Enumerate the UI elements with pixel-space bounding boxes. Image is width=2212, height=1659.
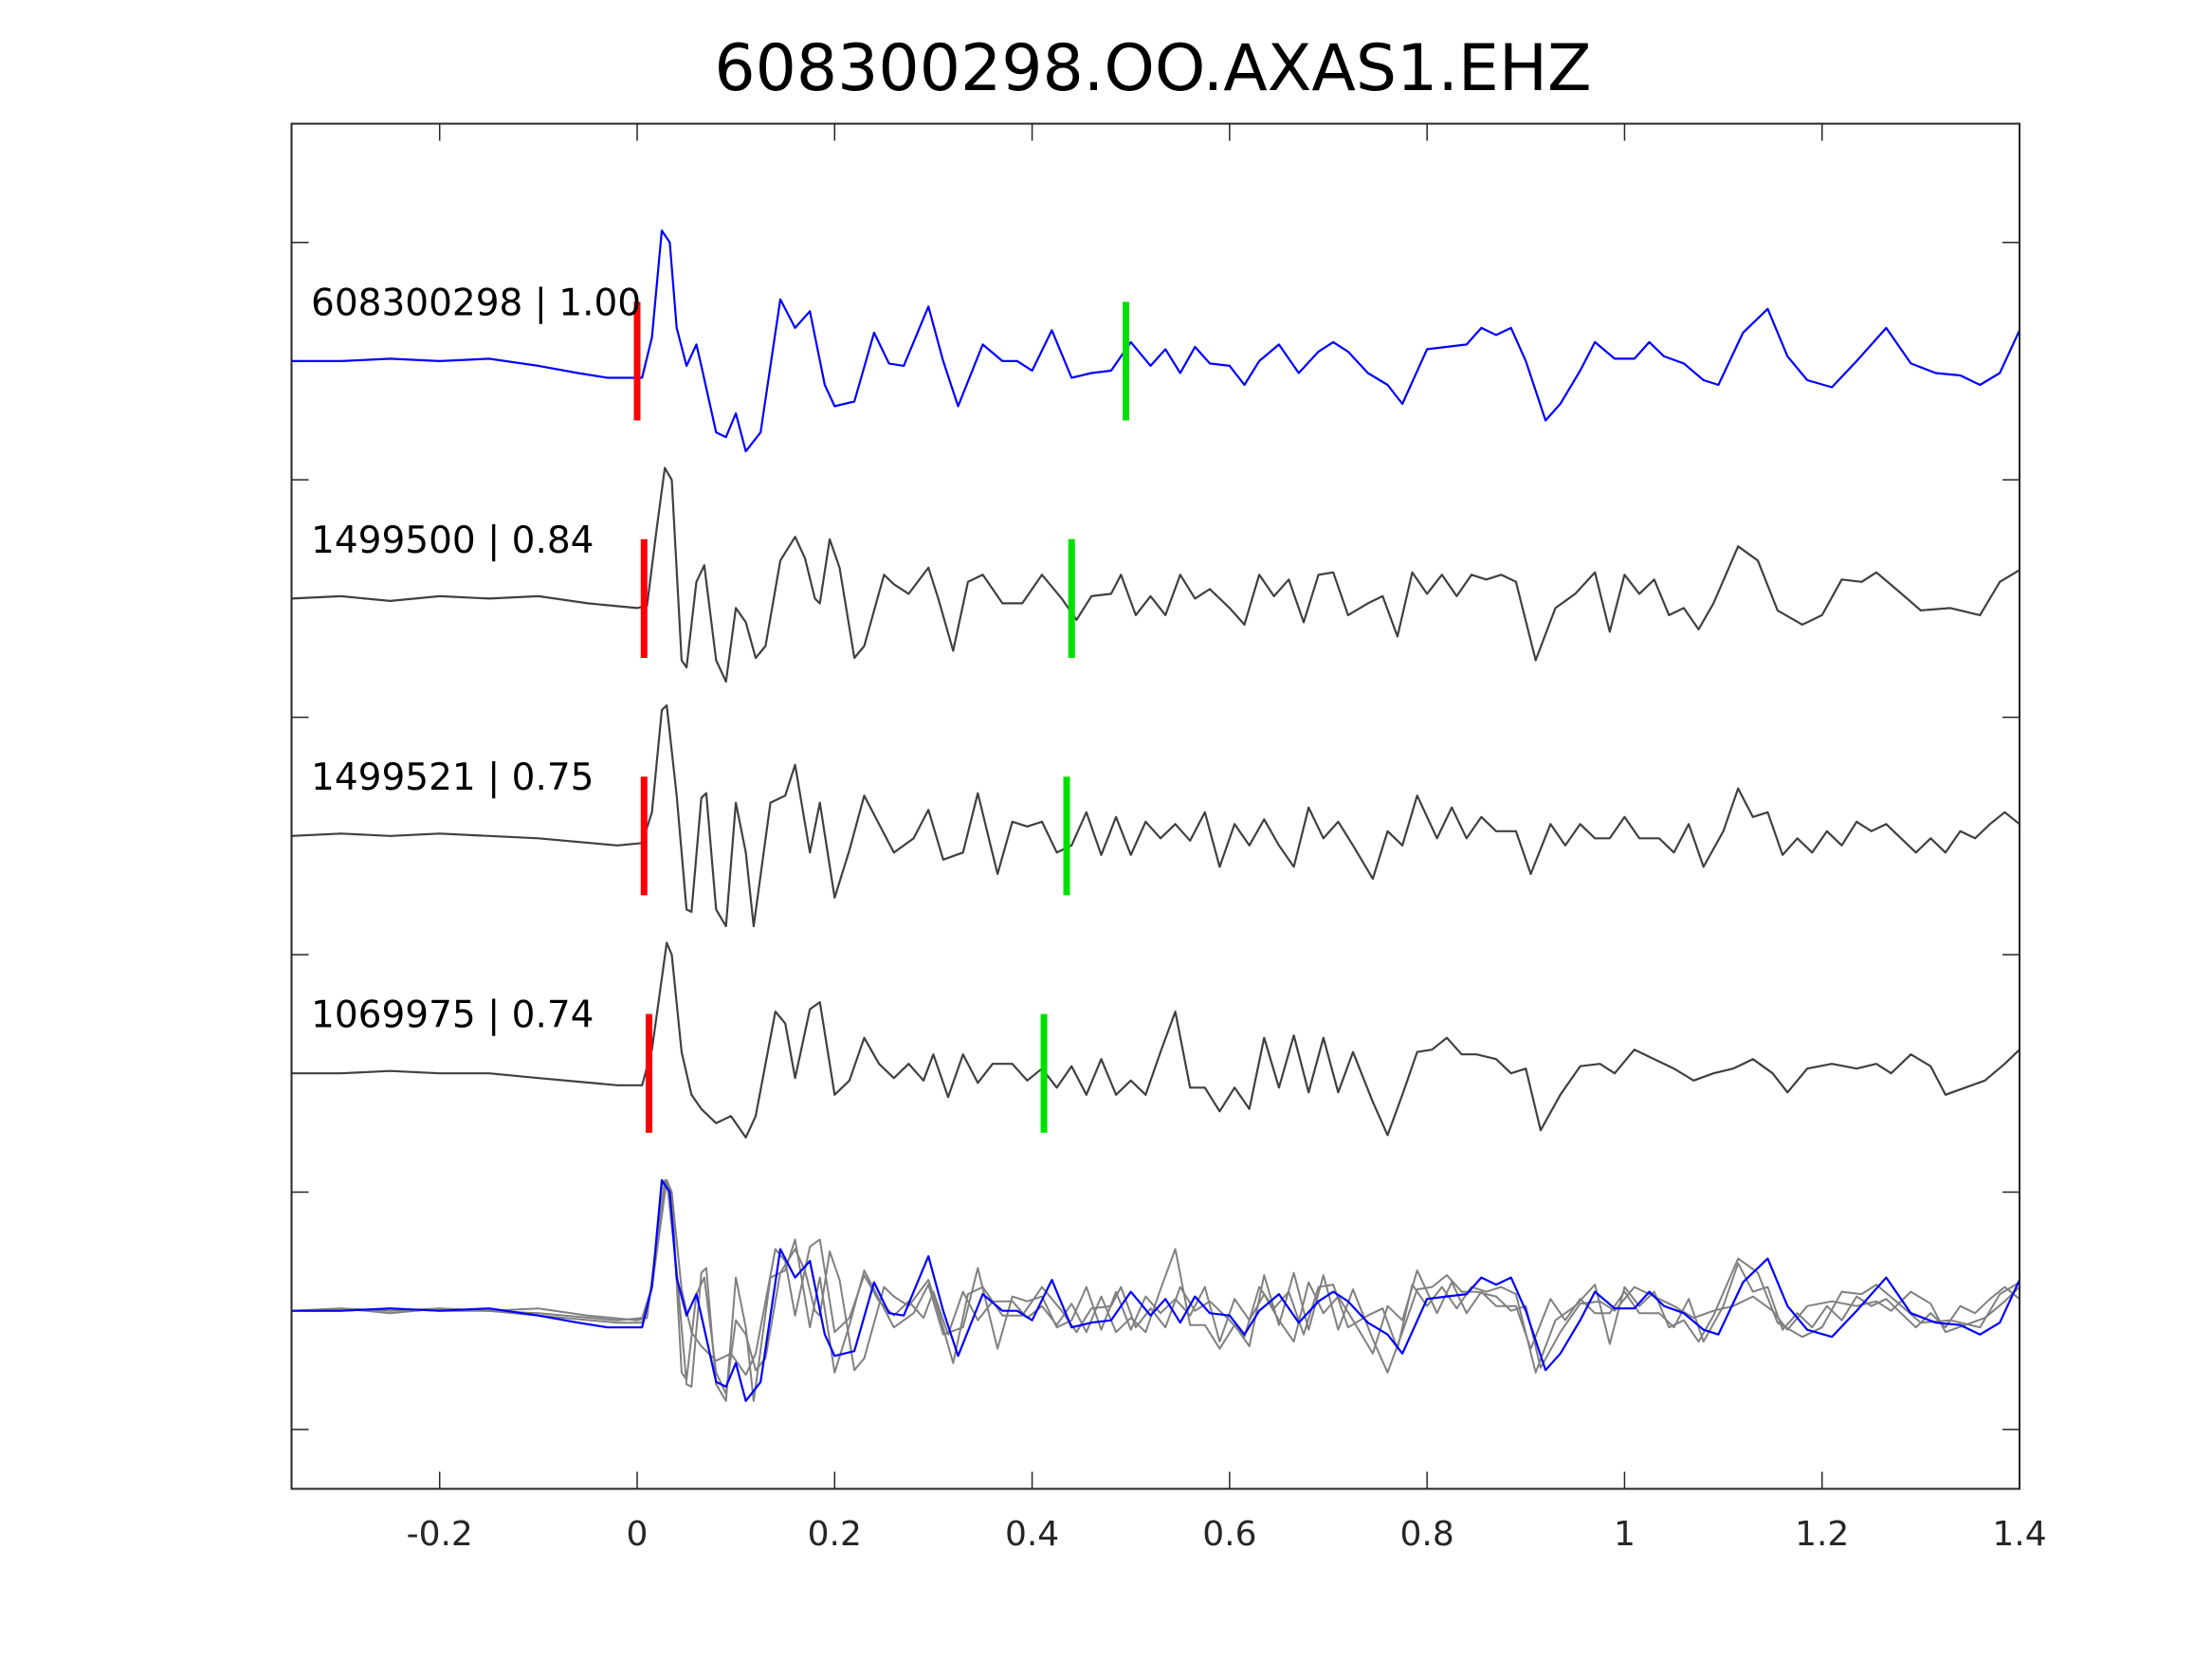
x-tick-label: 0.6 (1202, 1515, 1256, 1554)
x-tick-label: -0.2 (407, 1515, 473, 1554)
chart-title: 608300298.OO.AXAS1.EHZ (714, 31, 1591, 106)
trace-608300298 (291, 229, 2020, 453)
trace-label-1069975: 1069975 | 0.74 (311, 994, 594, 1037)
x-tick-label: 0.4 (1005, 1515, 1059, 1554)
trace-1069975 (291, 941, 2020, 1139)
x-tick-label: 1.4 (1992, 1515, 2046, 1554)
trace-label-608300298: 608300298 | 1.00 (311, 282, 641, 324)
x-tick-label: 0 (627, 1515, 649, 1554)
x-tick-label: 0.2 (808, 1515, 862, 1554)
x-tick-label: 1.2 (1795, 1515, 1849, 1554)
picks-layer (633, 301, 1130, 1133)
x-tick-label: 0.8 (1400, 1515, 1454, 1554)
trace-labels: 608300298 | 1.00 1499500 | 0.84 1499521 | … (311, 282, 641, 1036)
traces-layer (291, 229, 2020, 1402)
trace-label-1499521: 1499521 | 0.75 (311, 757, 594, 799)
trace-1499500 (291, 466, 2020, 684)
x-tick-label: 1 (1614, 1515, 1636, 1554)
axes (290, 122, 2020, 1490)
overlay-trace-1499500 (291, 1178, 2020, 1395)
overlay-trace-608300298 (291, 1178, 2020, 1402)
overlay-trace-1069975 (291, 1178, 2020, 1376)
x-tick-labels: -0.2 0 0.2 0.4 0.6 0.8 1 1.2 1.4 (407, 1515, 2047, 1554)
trace-label-1499500: 1499500 | 0.84 (311, 520, 594, 562)
overlay-trace-1499521 (291, 1178, 2020, 1402)
trace-1499521 (291, 704, 2020, 928)
plot-frame (290, 122, 2020, 1490)
